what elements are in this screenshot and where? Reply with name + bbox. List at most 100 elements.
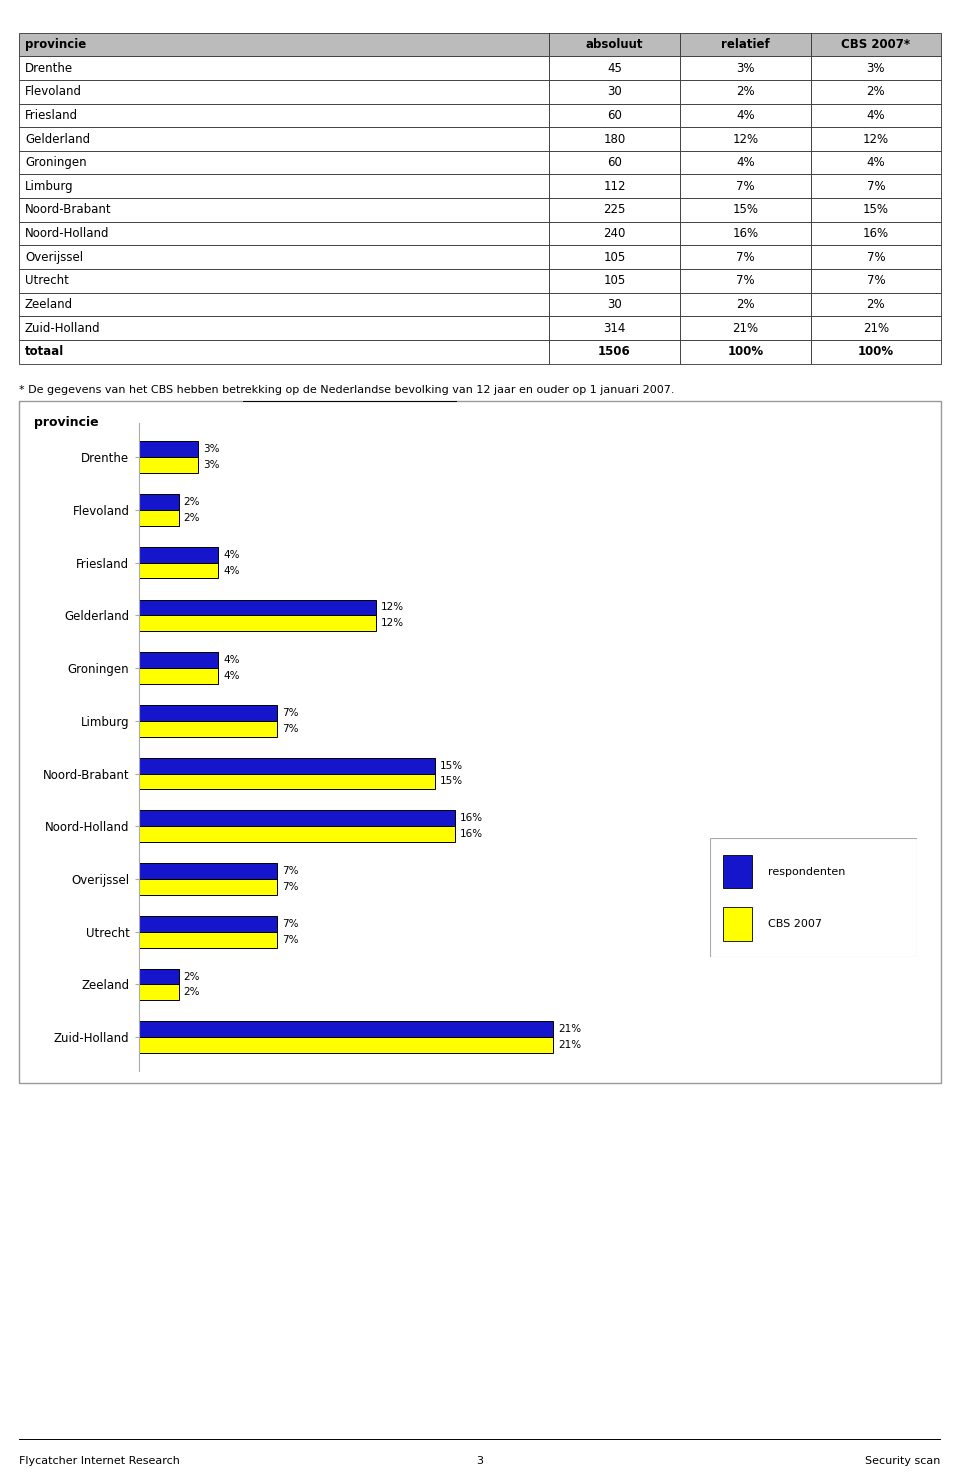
Bar — [139, 1021, 553, 1037]
Bar — [811, 128, 941, 151]
Text: 2%: 2% — [736, 85, 755, 98]
Bar — [19, 245, 549, 269]
Bar — [680, 104, 811, 128]
Text: 7%: 7% — [282, 708, 299, 718]
Bar — [139, 984, 179, 1000]
Bar — [811, 245, 941, 269]
Text: Noord-Brabant: Noord-Brabant — [25, 203, 111, 217]
Text: 45: 45 — [607, 62, 622, 74]
Bar — [811, 33, 941, 56]
Text: 2%: 2% — [736, 298, 755, 312]
Text: 100%: 100% — [728, 346, 763, 358]
Bar — [19, 80, 549, 104]
Bar — [549, 175, 680, 197]
Text: 60: 60 — [607, 156, 622, 169]
Bar — [811, 56, 941, 80]
Text: 7%: 7% — [867, 180, 885, 193]
Bar — [680, 269, 811, 292]
Bar — [139, 864, 277, 879]
Bar — [139, 879, 277, 895]
Bar — [139, 457, 199, 473]
Bar — [139, 510, 179, 525]
Bar — [139, 668, 218, 684]
Bar — [139, 441, 199, 457]
Bar — [139, 1037, 553, 1054]
Text: Overijssel: Overijssel — [25, 251, 84, 264]
Bar — [19, 33, 549, 56]
Bar — [680, 80, 811, 104]
Text: Zuid-Holland: Zuid-Holland — [25, 322, 101, 334]
Text: 105: 105 — [604, 251, 626, 264]
Bar — [680, 56, 811, 80]
Text: 7%: 7% — [867, 251, 885, 264]
Text: Utrecht: Utrecht — [25, 275, 69, 288]
Text: provincie: provincie — [25, 39, 86, 50]
Text: 1506: 1506 — [598, 346, 631, 358]
Text: 180: 180 — [604, 132, 626, 145]
Bar — [811, 340, 941, 364]
Text: 7%: 7% — [867, 275, 885, 288]
Text: 7%: 7% — [736, 251, 755, 264]
Text: Flycatcher Internet Research: Flycatcher Internet Research — [19, 1456, 180, 1466]
Bar — [139, 562, 218, 579]
Text: 2%: 2% — [183, 497, 200, 508]
Bar — [549, 269, 680, 292]
Text: 2%: 2% — [867, 298, 885, 312]
Text: 12%: 12% — [732, 132, 758, 145]
Text: 7%: 7% — [736, 180, 755, 193]
Text: 7%: 7% — [282, 919, 299, 929]
Text: 4%: 4% — [223, 656, 239, 665]
Bar — [680, 316, 811, 340]
Text: Noord-Holland: Noord-Holland — [25, 227, 109, 240]
Bar — [811, 151, 941, 175]
Text: Groningen: Groningen — [25, 156, 86, 169]
Bar — [680, 221, 811, 245]
Bar — [549, 33, 680, 56]
Text: 4%: 4% — [223, 671, 239, 681]
Bar — [19, 175, 549, 197]
Text: Drenthe: Drenthe — [25, 62, 73, 74]
Bar — [811, 221, 941, 245]
Bar — [139, 932, 277, 948]
Bar — [811, 175, 941, 197]
Bar — [19, 292, 549, 316]
Text: 3%: 3% — [736, 62, 755, 74]
Text: 7%: 7% — [736, 275, 755, 288]
Text: relatief: relatief — [721, 39, 770, 50]
Text: 4%: 4% — [736, 156, 755, 169]
Bar — [19, 340, 549, 364]
Bar — [549, 197, 680, 221]
Text: 12%: 12% — [381, 603, 404, 613]
Bar — [549, 128, 680, 151]
Bar — [723, 907, 752, 941]
Bar — [680, 128, 811, 151]
Bar — [139, 546, 218, 562]
Text: 112: 112 — [603, 180, 626, 193]
Text: 30: 30 — [607, 85, 622, 98]
Text: 3%: 3% — [204, 444, 220, 454]
Bar — [811, 269, 941, 292]
Text: 16%: 16% — [732, 227, 758, 240]
Text: CBS 2007*: CBS 2007* — [841, 39, 910, 50]
Text: totaal: totaal — [25, 346, 64, 358]
Bar — [139, 758, 435, 773]
Text: 15%: 15% — [440, 761, 463, 770]
Bar — [811, 197, 941, 221]
Text: Gelderland: Gelderland — [25, 132, 90, 145]
Bar — [19, 128, 549, 151]
Bar — [19, 269, 549, 292]
Bar — [549, 104, 680, 128]
Bar — [680, 245, 811, 269]
Bar — [680, 151, 811, 175]
Text: 2%: 2% — [183, 972, 200, 981]
Text: 21%: 21% — [558, 1040, 581, 1051]
Text: 4%: 4% — [223, 565, 239, 576]
Text: 15%: 15% — [440, 776, 463, 787]
Bar — [680, 197, 811, 221]
Text: Zeeland: Zeeland — [25, 298, 73, 312]
Bar — [19, 221, 549, 245]
Bar — [19, 56, 549, 80]
Text: * De gegevens van het CBS hebben betrekking op de Nederlandse bevolking van 12 j: * De gegevens van het CBS hebben betrekk… — [19, 386, 675, 395]
Text: 21%: 21% — [863, 322, 889, 334]
Text: 7%: 7% — [282, 935, 299, 945]
